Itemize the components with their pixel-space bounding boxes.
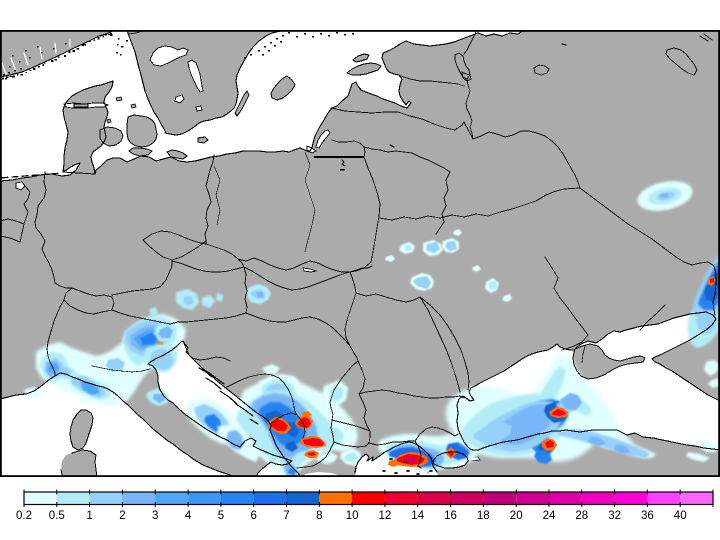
svg-text:2: 2 xyxy=(119,510,125,522)
svg-text:32: 32 xyxy=(608,510,621,522)
svg-text:20: 20 xyxy=(510,510,523,522)
svg-text:10: 10 xyxy=(346,510,359,522)
svg-text:7: 7 xyxy=(283,510,289,522)
svg-text:36: 36 xyxy=(641,510,654,522)
svg-text:14: 14 xyxy=(411,510,424,522)
svg-text:18: 18 xyxy=(477,510,490,522)
svg-text:4: 4 xyxy=(185,510,192,522)
svg-text:1: 1 xyxy=(86,510,92,522)
svg-text:24: 24 xyxy=(543,510,556,522)
svg-text:0.5: 0.5 xyxy=(49,510,65,522)
svg-text:28: 28 xyxy=(575,510,588,522)
svg-text:6: 6 xyxy=(250,510,256,522)
svg-text:3: 3 xyxy=(152,510,158,522)
svg-text:0.2: 0.2 xyxy=(16,510,32,522)
svg-text:8: 8 xyxy=(316,510,322,522)
svg-text:16: 16 xyxy=(444,510,457,522)
svg-text:5: 5 xyxy=(218,510,224,522)
svg-text:12: 12 xyxy=(379,510,392,522)
svg-text:40: 40 xyxy=(674,510,687,522)
